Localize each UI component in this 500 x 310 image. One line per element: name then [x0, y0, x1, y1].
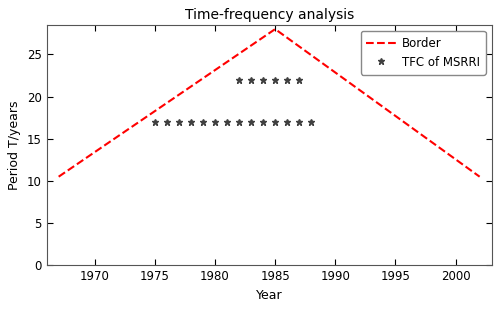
TFC of MSRRI [308, 120, 314, 124]
Line: Border: Border [58, 29, 480, 177]
Title: Time-frequency analysis: Time-frequency analysis [184, 8, 354, 22]
Line: TFC of MSRRI: TFC of MSRRI [152, 118, 314, 125]
Border [272, 27, 278, 31]
X-axis label: Year: Year [256, 289, 282, 302]
TFC of MSRRI [152, 120, 158, 124]
TFC of MSRRI [200, 120, 206, 124]
Border [56, 175, 62, 179]
TFC of MSRRI [188, 120, 194, 124]
Y-axis label: Period T/years: Period T/years [8, 100, 22, 190]
TFC of MSRRI [284, 120, 290, 124]
TFC of MSRRI [248, 120, 254, 124]
TFC of MSRRI [212, 120, 218, 124]
TFC of MSRRI [272, 120, 278, 124]
TFC of MSRRI [260, 120, 266, 124]
TFC of MSRRI [224, 120, 230, 124]
Border [476, 175, 482, 179]
TFC of MSRRI [296, 120, 302, 124]
TFC of MSRRI [236, 120, 242, 124]
Legend: Border, TFC of MSRRI: Border, TFC of MSRRI [360, 31, 486, 74]
TFC of MSRRI [176, 120, 182, 124]
TFC of MSRRI [164, 120, 170, 124]
